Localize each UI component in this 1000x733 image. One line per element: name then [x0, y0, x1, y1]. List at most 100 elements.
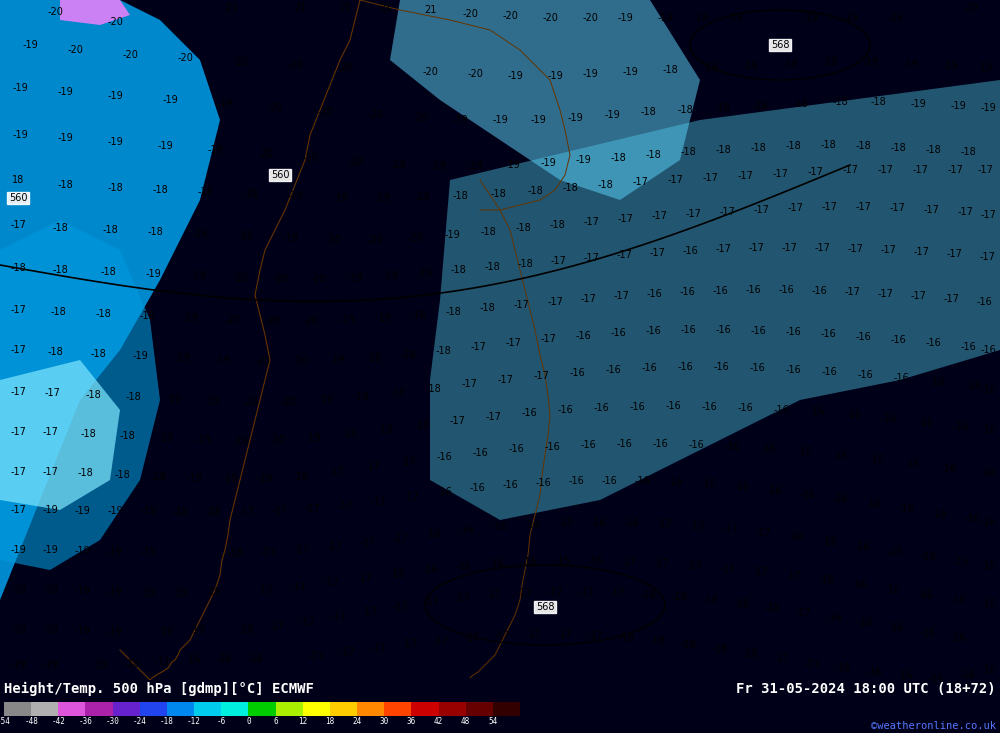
Text: -16: -16	[960, 342, 976, 352]
Text: -19: -19	[217, 99, 233, 109]
Text: -19: -19	[12, 130, 28, 140]
Text: -17: -17	[485, 590, 501, 600]
Text: -16: -16	[652, 439, 668, 449]
Bar	[330, 702, 357, 716]
Text: -17: -17	[804, 659, 820, 669]
Text: -19: -19	[617, 13, 633, 23]
Text: -16: -16	[580, 440, 596, 450]
Text: 18: 18	[325, 717, 335, 726]
Text: -17: -17	[912, 165, 928, 175]
Text: -17: -17	[620, 557, 636, 567]
Text: -18: -18	[890, 143, 906, 153]
Text: -18: -18	[238, 625, 254, 635]
Text: -19: -19	[452, 115, 468, 125]
Text: -16: -16	[601, 476, 617, 486]
Text: -18: -18	[150, 472, 166, 482]
Text: -19: -19	[492, 115, 508, 125]
Text: -16: -16	[980, 517, 996, 527]
Text: -20: -20	[292, 356, 308, 366]
Text: -18: -18	[452, 191, 468, 201]
Text: -16: -16	[521, 557, 537, 567]
Text: -17: -17	[293, 545, 309, 555]
Text: -16: -16	[893, 373, 909, 383]
Text: -16: -16	[715, 325, 731, 335]
Text: -16: -16	[884, 585, 900, 595]
Bar	[58, 702, 85, 716]
Text: -16: -16	[712, 286, 728, 296]
Text: -18: -18	[618, 633, 634, 643]
Text: -20: -20	[122, 50, 138, 60]
Text: -20: -20	[280, 397, 296, 407]
Text: -17: -17	[328, 467, 344, 477]
Text: -16: -16	[809, 407, 825, 417]
Text: -54: -54	[0, 717, 11, 726]
Text: -16: -16	[436, 487, 452, 497]
Text: -16: -16	[851, 580, 867, 590]
Polygon shape	[0, 360, 120, 510]
Text: -16: -16	[641, 363, 657, 373]
Text: -17: -17	[547, 297, 563, 307]
Text: -18: -18	[752, 101, 768, 111]
Text: -18: -18	[484, 262, 500, 272]
Text: -17: -17	[370, 497, 386, 507]
Bar	[411, 702, 439, 716]
Text: -21: -21	[222, 3, 238, 13]
Text: -17: -17	[785, 571, 801, 581]
Text: -17: -17	[685, 209, 701, 219]
Text: -16: -16	[928, 674, 944, 684]
Text: -17: -17	[877, 165, 893, 175]
Text: -19: -19	[902, 59, 918, 69]
Text: -18: -18	[855, 141, 871, 151]
Text: -19: -19	[139, 311, 155, 321]
Text: -16: -16	[425, 529, 441, 539]
Text: -12: -12	[187, 717, 201, 726]
Text: -16: -16	[700, 479, 716, 489]
Text: -17: -17	[400, 457, 416, 467]
Text: -16: -16	[610, 328, 626, 338]
Text: -19: -19	[382, 271, 398, 281]
Bar	[113, 702, 140, 716]
Text: -17: -17	[844, 287, 860, 297]
Text: -17: -17	[913, 247, 929, 257]
Text: -18: -18	[711, 644, 727, 654]
Text: -17: -17	[454, 593, 470, 603]
Text: -20: -20	[287, 60, 303, 70]
Text: -20: -20	[47, 7, 63, 17]
Text: -17: -17	[513, 300, 529, 310]
Text: -48: -48	[24, 717, 38, 726]
Text: -19: -19	[232, 436, 248, 446]
Text: -16: -16	[931, 509, 947, 519]
Text: -17: -17	[814, 243, 830, 253]
Text: -18: -18	[820, 140, 836, 150]
Text: -19: -19	[106, 547, 122, 557]
Text: -16: -16	[724, 442, 740, 452]
Text: 0: 0	[246, 717, 251, 726]
Text: -17: -17	[485, 412, 501, 422]
Text: -6: -6	[217, 717, 226, 726]
Text: -17: -17	[580, 294, 596, 304]
Text: -15: -15	[557, 518, 573, 528]
Text: -17: -17	[359, 538, 375, 548]
Text: -17: -17	[299, 617, 315, 627]
Text: -19: -19	[10, 545, 26, 555]
Text: -20: -20	[254, 356, 270, 366]
Text: -18: -18	[50, 307, 66, 317]
Text: -17: -17	[616, 250, 632, 260]
Text: -16: -16	[733, 482, 749, 492]
Text: -15: -15	[953, 557, 969, 567]
Text: -19: -19	[257, 474, 273, 484]
Text: 568: 568	[536, 602, 554, 612]
Text: -18: -18	[119, 431, 135, 441]
Text: -19: -19	[107, 137, 123, 147]
Text: -19: -19	[162, 95, 178, 105]
Text: -16: -16	[590, 518, 606, 528]
Text: -16: -16	[679, 287, 695, 297]
Text: -16: -16	[857, 618, 873, 628]
Text: -16: -16	[680, 325, 696, 335]
Text: -16: -16	[835, 663, 851, 673]
Text: -19: -19	[140, 547, 156, 557]
Text: -16: -16	[898, 504, 914, 514]
Text: -17: -17	[787, 203, 803, 213]
Text: -17: -17	[719, 564, 735, 574]
Text: -17: -17	[370, 643, 386, 653]
